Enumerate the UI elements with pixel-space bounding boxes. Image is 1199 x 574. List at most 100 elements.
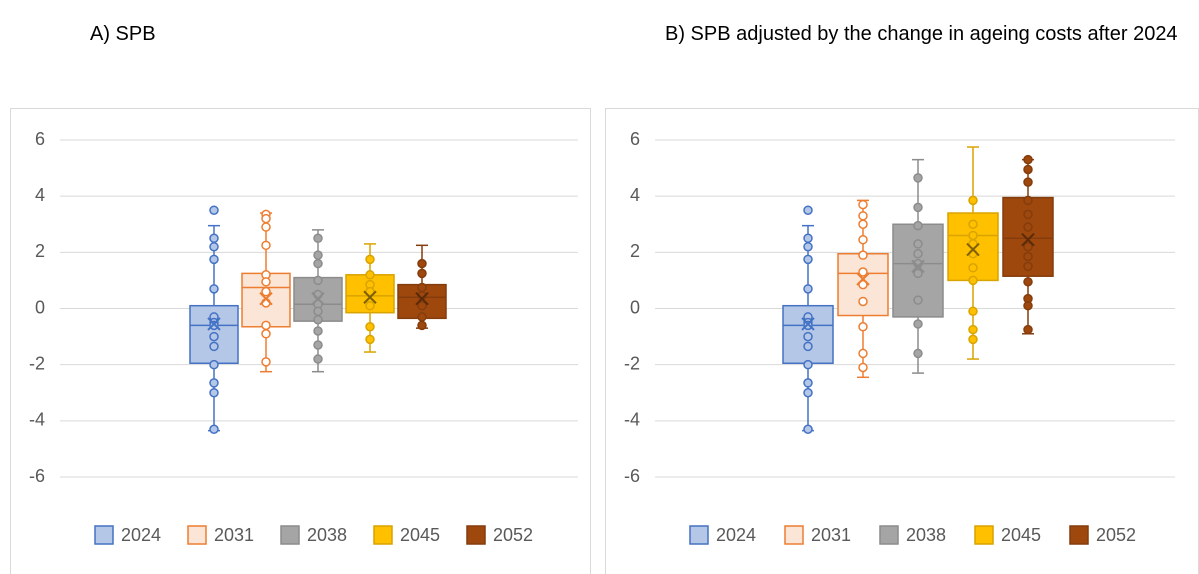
data-point	[913, 319, 923, 329]
data-point	[968, 275, 978, 286]
legend-swatch	[94, 525, 114, 545]
data-point	[803, 341, 813, 352]
data-point	[858, 279, 868, 290]
data-point	[1023, 195, 1033, 206]
y-tick-label: 2	[35, 241, 45, 261]
data-point	[803, 424, 813, 435]
mean-marker	[415, 291, 429, 306]
data-point	[313, 354, 323, 364]
y-tick-label: -6	[29, 466, 45, 486]
panel-title: A) SPB	[90, 23, 156, 45]
legend-label: 2052	[493, 525, 533, 545]
data-point	[313, 340, 323, 350]
data-point	[858, 362, 868, 373]
legend-label: 2024	[121, 525, 161, 545]
data-point	[968, 230, 978, 241]
data-point	[858, 267, 868, 277]
data-point	[803, 388, 813, 398]
data-point	[313, 326, 323, 336]
data-point	[1023, 300, 1033, 311]
data-point	[858, 211, 868, 221]
data-point	[1023, 241, 1033, 252]
y-tick-label: -2	[624, 353, 640, 373]
data-point	[365, 334, 375, 345]
data-point	[803, 254, 813, 265]
legend-swatch	[187, 525, 207, 545]
data-point	[803, 233, 813, 244]
data-point	[858, 234, 868, 245]
data-point	[417, 300, 427, 311]
y-tick-label: 6	[630, 129, 640, 149]
legend-label: 2031	[214, 525, 254, 545]
data-point	[209, 205, 219, 215]
data-point	[1023, 277, 1033, 287]
data-point	[913, 248, 923, 259]
data-point	[209, 241, 219, 252]
legend-swatch	[689, 525, 709, 545]
data-point	[913, 239, 923, 249]
data-point	[209, 424, 219, 435]
y-tick-label: 6	[35, 129, 45, 149]
data-point	[803, 331, 813, 342]
data-point	[261, 320, 271, 331]
data-point	[417, 268, 427, 279]
data-point	[1023, 164, 1033, 175]
data-point	[1023, 209, 1033, 220]
data-point	[261, 240, 271, 251]
panel-title: B) SPB adjusted by the change in ageing …	[665, 23, 1178, 45]
data-point	[261, 222, 271, 232]
data-point	[313, 314, 323, 325]
legend-swatch	[373, 525, 393, 545]
data-point	[858, 322, 868, 332]
panel-frame	[10, 108, 591, 574]
mean-marker	[311, 291, 325, 306]
data-point	[913, 173, 923, 183]
mean-marker	[207, 317, 221, 331]
data-point	[209, 341, 219, 352]
data-point	[313, 258, 323, 269]
mean-marker	[1021, 232, 1035, 247]
data-point	[1023, 324, 1033, 335]
legend-label: 2038	[307, 525, 347, 545]
data-point	[417, 258, 427, 269]
data-point	[261, 286, 271, 297]
data-point	[858, 219, 868, 229]
data-point	[803, 284, 813, 294]
y-tick-label: 0	[630, 297, 640, 317]
data-point	[209, 378, 219, 388]
y-tick-label: 2	[630, 241, 640, 261]
mean-marker	[801, 317, 815, 331]
data-point	[968, 239, 978, 249]
data-point	[968, 195, 978, 206]
data-point	[1023, 251, 1033, 262]
mean-marker	[363, 290, 377, 304]
mean-marker	[911, 259, 925, 274]
data-point	[968, 306, 978, 317]
data-point	[968, 263, 978, 273]
data-point	[803, 359, 813, 370]
y-tick-label: 0	[35, 297, 45, 317]
legend-label: 2045	[1001, 525, 1041, 545]
legend-label: 2024	[716, 525, 756, 545]
data-point	[803, 241, 813, 252]
data-point	[968, 334, 978, 345]
y-tick-label: -6	[624, 466, 640, 486]
data-point	[365, 286, 375, 297]
data-point	[261, 329, 271, 339]
data-point	[858, 199, 868, 210]
legend-swatch	[974, 525, 994, 545]
data-point	[209, 359, 219, 370]
data-point	[913, 268, 923, 279]
data-point	[417, 320, 427, 331]
data-point	[1023, 261, 1033, 272]
data-point	[913, 202, 923, 213]
y-tick-label: 4	[35, 185, 45, 205]
data-point	[313, 306, 323, 317]
data-point	[209, 331, 219, 342]
data-point	[968, 219, 978, 229]
data-point	[1023, 154, 1033, 165]
data-point	[365, 322, 375, 332]
legend-swatch	[280, 525, 300, 545]
data-point	[261, 357, 271, 367]
